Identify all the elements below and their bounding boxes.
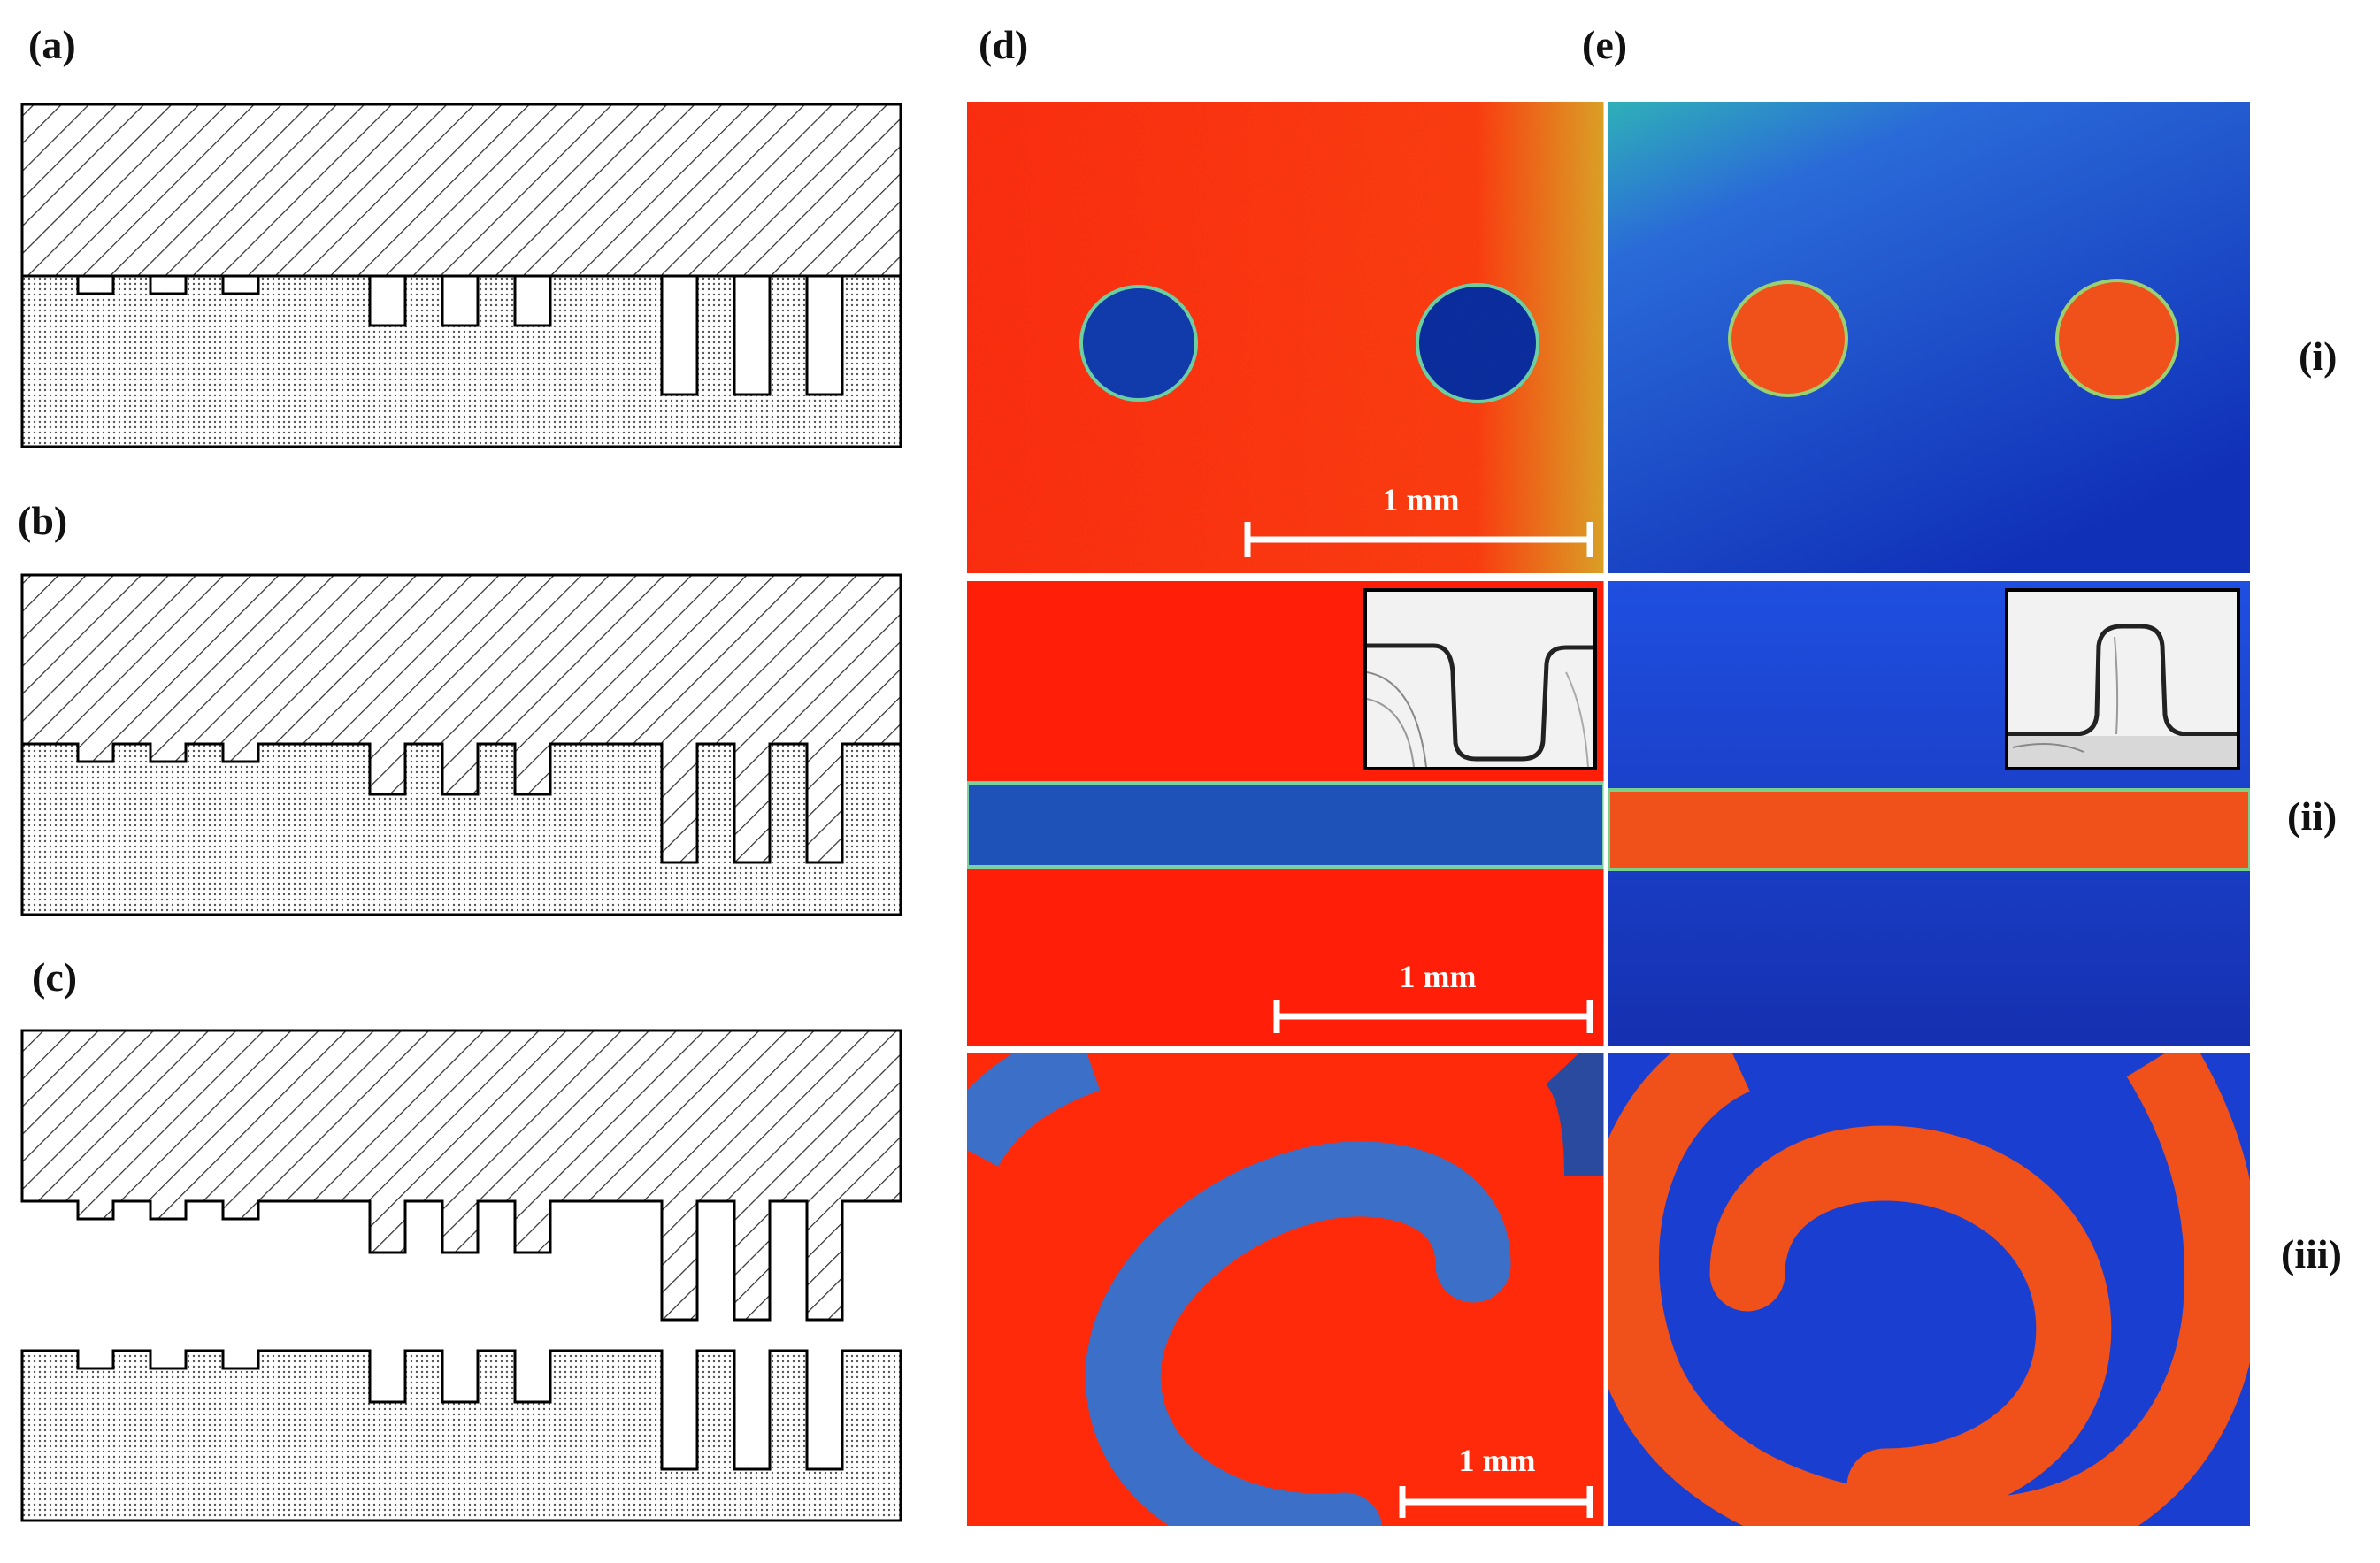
ridge-e [1608,788,2250,871]
schematic-c [20,1029,902,1522]
row-label-ii: (ii) [2287,793,2338,839]
scale-label-d-i: 1 mm [1383,482,1460,517]
panel-label-e: (e) [1582,22,1628,67]
image-e-i [1608,102,2250,573]
image-d-iii [967,1053,1604,1526]
panel-label-c: (c) [32,954,78,1000]
mold-a [20,103,902,280]
scale-bar-d-ii: 1 mm [1273,959,1593,1033]
inset-e-ii [2005,588,2240,770]
row-label-iii: (iii) [2281,1231,2342,1276]
scale-label-d-ii: 1 mm [1400,959,1477,994]
panel-label-d: (d) [979,22,1029,67]
spiral-d-outer [967,1053,1101,1168]
substrate-c [20,1349,902,1522]
scale-label-d-iii: 1 mm [1459,1443,1536,1478]
channel-d [967,781,1604,869]
scale-bar-d-i: 1 mm [1244,482,1593,557]
scale-bar-d-iii: 1 mm [1399,1443,1593,1518]
panel-label-b: (b) [18,498,68,543]
spiral-e [1709,1125,2112,1524]
image-d-i [967,102,1604,573]
schematic-a [20,103,902,448]
panel-separators [967,99,2250,1529]
cavities-a [76,274,844,396]
inset-d-ii [1363,588,1597,770]
schematic-b [20,573,902,916]
image-e-iii [1608,1053,2250,1526]
dot-e-right [2055,279,2179,399]
mold-c [20,1029,902,1322]
panel-label-a: (a) [28,22,76,67]
row-label-i: (i) [2299,333,2338,379]
spiral-d [1085,1141,1511,1526]
dot-e-left [1728,280,1848,397]
mold-b [20,573,902,864]
spiral-e-outer [1608,1053,2250,1526]
